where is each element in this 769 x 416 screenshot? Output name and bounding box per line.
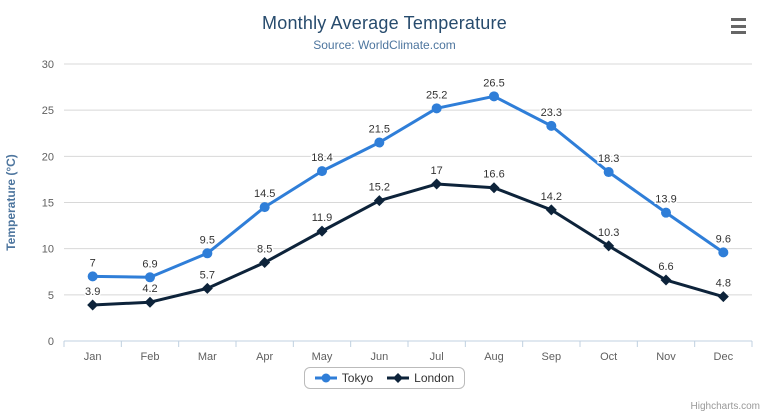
data-label-london-aug: 16.6 [483, 169, 504, 181]
point-tokyo-nov[interactable] [661, 207, 671, 218]
point-tokyo-feb[interactable] [145, 272, 155, 283]
y-axis-tick-label: 25 [42, 105, 54, 117]
y-axis-tick-label: 15 [42, 198, 54, 210]
x-axis-tick-label: May [312, 351, 333, 363]
x-axis-tick-label: Jan [84, 351, 102, 363]
legend: Tokyo London [0, 367, 769, 389]
data-label-tokyo-mar: 9.5 [200, 234, 215, 246]
data-label-tokyo-apr: 14.5 [254, 188, 275, 200]
tokyo-series-marker-icon [314, 372, 337, 384]
series-line-london [91, 182, 725, 307]
data-label-london-jun: 15.2 [369, 182, 390, 194]
data-label-tokyo-dec: 9.6 [716, 233, 731, 245]
data-label-london-mar: 5.7 [200, 269, 215, 281]
hamburger-menu-icon [730, 31, 746, 34]
point-london-jan[interactable] [87, 299, 99, 311]
point-london-aug[interactable] [488, 182, 500, 194]
context-menu-button[interactable] [726, 15, 750, 37]
data-label-tokyo-feb: 6.9 [142, 258, 157, 270]
point-london-feb[interactable] [144, 296, 156, 308]
data-label-london-may: 11.9 [312, 212, 333, 224]
data-label-tokyo-sep: 23.3 [541, 107, 562, 119]
data-label-tokyo-jul: 25.2 [426, 89, 447, 101]
data-label-london-jul: 17 [431, 165, 443, 177]
point-london-mar[interactable] [201, 282, 213, 294]
hamburger-menu-icon [730, 18, 746, 21]
london-series-marker-icon [387, 372, 410, 384]
point-london-oct[interactable] [603, 240, 615, 252]
x-axis-tick-label: Dec [714, 351, 734, 363]
point-london-may[interactable] [316, 225, 328, 237]
point-tokyo-sep[interactable] [546, 120, 557, 131]
point-london-dec[interactable] [717, 291, 729, 303]
y-axis-tick-label: 5 [48, 290, 54, 302]
point-tokyo-jan[interactable] [87, 271, 98, 282]
data-label-london-feb: 4.2 [142, 283, 157, 295]
y-axis-tick-label: 10 [42, 244, 54, 256]
point-tokyo-oct[interactable] [603, 167, 614, 178]
x-axis-tick-label: Nov [656, 351, 676, 363]
point-tokyo-may[interactable] [317, 166, 327, 177]
x-axis-tick-label: Apr [256, 351, 273, 363]
data-label-london-apr: 8.5 [257, 244, 272, 256]
data-label-tokyo-nov: 13.9 [655, 194, 676, 206]
x-axis-tick-label: Aug [484, 351, 504, 363]
y-axis-tick-label: 30 [42, 59, 54, 71]
data-label-tokyo-may: 18.4 [311, 152, 332, 164]
data-label-tokyo-aug: 26.5 [483, 77, 504, 89]
point-tokyo-aug[interactable] [489, 91, 499, 102]
x-axis-tick-label: Jul [430, 351, 444, 363]
legend-item-london[interactable]: London [387, 371, 454, 385]
x-axis-tick-label: Mar [198, 351, 217, 363]
credits-link[interactable]: Highcharts.com [690, 401, 760, 412]
point-tokyo-mar[interactable] [202, 248, 213, 259]
data-label-london-sep: 14.2 [541, 191, 562, 203]
y-axis-tick-label: 0 [48, 336, 54, 348]
data-label-london-oct: 10.3 [598, 227, 619, 239]
x-axis-tick-label: Sep [542, 351, 562, 363]
point-tokyo-dec[interactable] [718, 247, 729, 258]
series-line-tokyo [91, 94, 725, 279]
point-london-nov[interactable] [660, 274, 672, 286]
data-label-tokyo-jan: 7 [90, 257, 96, 269]
x-axis-tick-label: Oct [600, 351, 617, 363]
y-axis-title: Temperature (°C) [4, 154, 18, 251]
x-axis-tick-label: Feb [141, 351, 160, 363]
point-tokyo-jul[interactable] [431, 103, 442, 114]
legend-box: Tokyo London [303, 367, 466, 389]
data-label-london-dec: 4.8 [716, 278, 731, 290]
legend-item-tokyo[interactable]: Tokyo [314, 371, 374, 385]
point-tokyo-apr[interactable] [259, 202, 270, 213]
legend-label-tokyo: Tokyo [341, 371, 374, 385]
chart-title: Monthly Average Temperature [262, 13, 507, 33]
point-london-jul[interactable] [431, 178, 443, 190]
point-london-apr[interactable] [259, 257, 271, 269]
data-label-london-jan: 3.9 [85, 286, 100, 298]
x-axis-tick-label: Jun [370, 351, 388, 363]
point-tokyo-jun[interactable] [374, 137, 385, 148]
hamburger-menu-icon [730, 24, 746, 28]
data-label-tokyo-oct: 18.3 [598, 153, 619, 165]
point-london-sep[interactable] [545, 204, 557, 216]
legend-label-london: London [414, 371, 455, 385]
data-label-tokyo-jun: 21.5 [369, 123, 390, 135]
y-axis-tick-label: 20 [42, 151, 54, 163]
chart-subtitle: Source: WorldClimate.com [313, 38, 456, 52]
point-london-jun[interactable] [373, 195, 385, 207]
data-label-london-nov: 6.6 [658, 261, 673, 273]
